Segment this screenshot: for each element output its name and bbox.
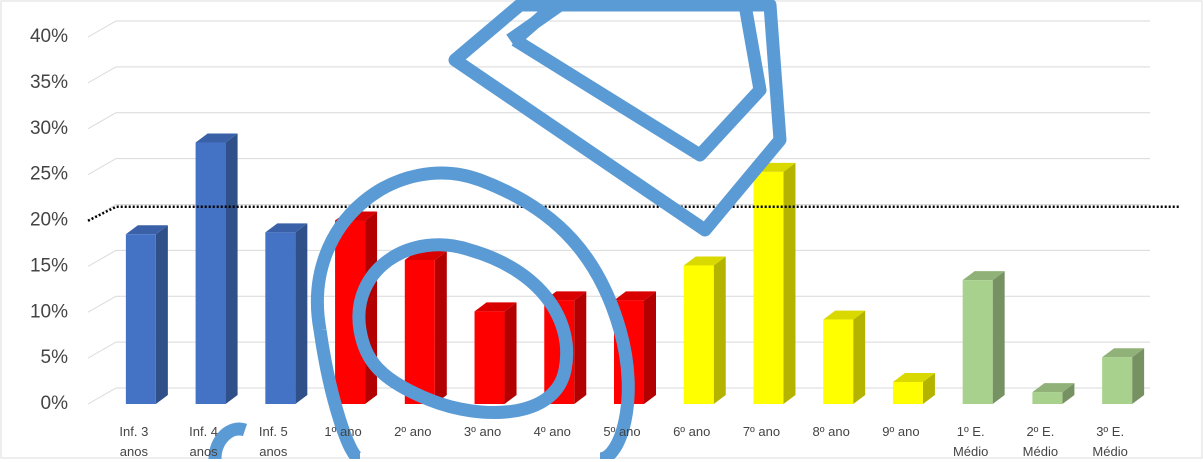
bar-top: [474, 302, 517, 312]
bar-top: [823, 310, 866, 320]
bar-front: [892, 381, 923, 404]
x-tick-label: 1º E. Médio: [952, 424, 989, 459]
y-tick-label: 10%: [30, 301, 68, 322]
grid-line: [87, 66, 1150, 84]
bar-side: [574, 291, 587, 404]
x-tick-label: Inf. 3 anos: [119, 424, 149, 459]
x-tick-label: 5º ano: [603, 424, 641, 439]
y-tick-label: 20%: [30, 210, 68, 231]
overlay-shape: [311, 166, 635, 459]
x-tick-label: 3º E. Médio: [1092, 424, 1128, 459]
grid-line: [87, 204, 1150, 221]
bar-top: [962, 271, 1005, 281]
grid-line: [87, 387, 1150, 405]
x-tick-label: 6º ano: [673, 424, 711, 439]
x-tick-label: 2º E. Médio: [1022, 424, 1059, 459]
bar-side: [713, 256, 726, 404]
bar-front: [474, 311, 505, 404]
bar-side: [922, 372, 935, 404]
y-tick-label: 25%: [30, 164, 68, 185]
grid-line: [87, 20, 1150, 38]
bar-top: [683, 256, 726, 266]
bar-side: [992, 271, 1005, 404]
bar-side: [225, 133, 238, 404]
bar-top: [1032, 383, 1075, 393]
bar-front: [125, 234, 156, 404]
x-tick-label: 8º ano: [812, 424, 850, 439]
bar-front: [683, 265, 714, 404]
grid-line: [87, 295, 1150, 313]
y-tick-label: 0%: [41, 393, 69, 414]
grid-line: [87, 158, 1150, 176]
x-tick-label: 4º ano: [533, 424, 571, 439]
grid-line: [87, 112, 1150, 130]
overlay-shape: [208, 422, 248, 459]
bar: [753, 162, 796, 404]
bar-front: [265, 232, 296, 404]
x-tick-label: Inf. 4 anos: [189, 424, 219, 459]
bar-front: [823, 319, 854, 404]
bar-side: [434, 250, 447, 404]
bar-side: [783, 162, 796, 404]
x-tick-label: 1º ano: [324, 424, 362, 439]
bar: [1032, 383, 1075, 404]
y-tick-label: 35%: [30, 72, 68, 93]
bar: [683, 256, 726, 404]
y-tick-label: 30%: [30, 118, 68, 139]
bar-front: [195, 142, 226, 404]
grid-line: [87, 249, 1150, 267]
bar: [404, 250, 447, 404]
x-tick-label: 3º ano: [463, 424, 502, 439]
bar: [195, 133, 238, 404]
reference-line: [87, 205, 1180, 222]
bar-side: [504, 302, 517, 404]
bar: [474, 302, 517, 404]
bar-side: [365, 211, 378, 404]
bar-front: [404, 259, 435, 404]
bar-side: [853, 310, 866, 404]
x-tick-label: 9º ano: [882, 424, 920, 439]
bar-side: [644, 291, 656, 404]
bar: [962, 271, 1005, 404]
bar-side: [155, 225, 168, 404]
x-tick-label: Inf. 5 anos: [258, 424, 288, 459]
bar: [892, 372, 935, 404]
bar: [823, 310, 866, 404]
bar-side: [1132, 348, 1145, 404]
bar-top: [614, 291, 656, 301]
overlay-shapes: [208, 0, 787, 459]
y-tick-label: 5%: [41, 347, 69, 368]
plot: 0% 5% 10% 15% 20% 25% 30% 35% 40%: [30, 20, 1180, 414]
bar-top: [892, 372, 935, 382]
x-tick-label: 2º ano: [394, 424, 432, 439]
y-tick-label: 40%: [30, 26, 68, 47]
bar-front: [962, 280, 993, 404]
y-tick-label: 15%: [30, 255, 68, 276]
bar-front: [753, 171, 784, 404]
bar: [125, 225, 168, 404]
bar-side: [295, 223, 308, 404]
bar-side: [1062, 383, 1075, 404]
bar-front: [1032, 392, 1063, 404]
bar: [265, 223, 308, 404]
overlay-shape: [352, 238, 574, 419]
bar-top: [125, 225, 168, 235]
bar-top: [1102, 348, 1145, 358]
bar: [1102, 348, 1145, 404]
bar-top: [195, 133, 238, 143]
bar-front: [1102, 357, 1133, 404]
x-tick-label: 7º ano: [742, 424, 781, 439]
bar-top: [265, 223, 308, 233]
overlay-shape: [448, 0, 787, 237]
grid-line: [87, 341, 1150, 359]
